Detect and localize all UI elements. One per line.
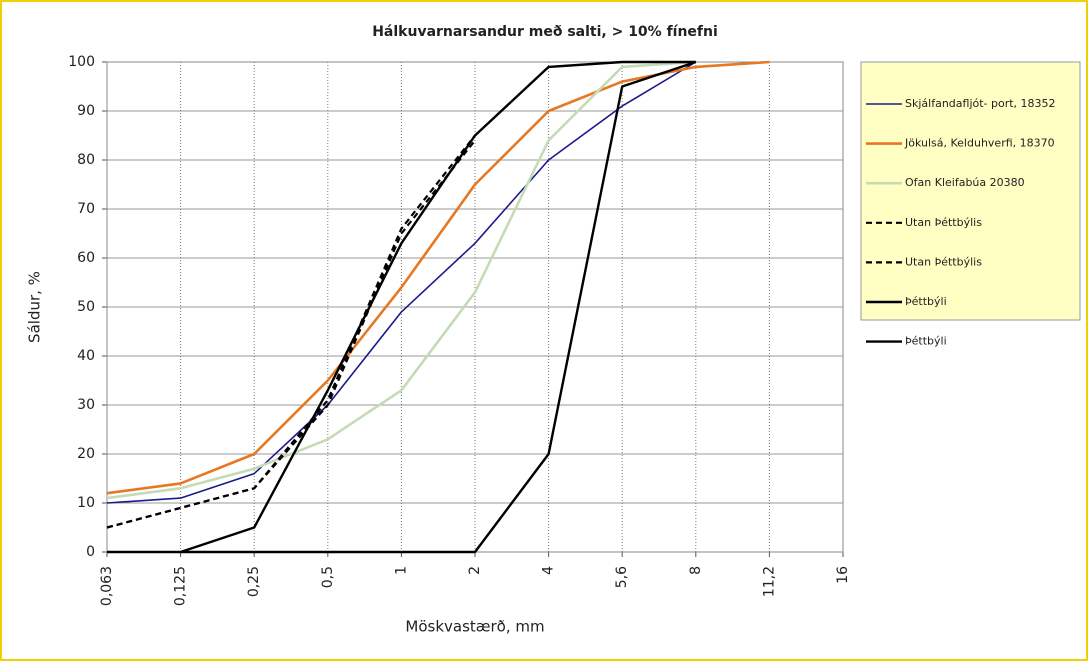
x-axis-label: Möskvastærð, mm bbox=[405, 618, 544, 636]
y-tick-label: 70 bbox=[77, 201, 95, 217]
x-tick-label: 0,063 bbox=[99, 566, 115, 606]
x-tick-label: 0,25 bbox=[246, 566, 262, 597]
y-tick-label: 100 bbox=[68, 54, 95, 70]
x-tick-label: 1 bbox=[393, 566, 409, 575]
y-tick-label: 10 bbox=[77, 495, 95, 511]
y-tick-label: 40 bbox=[77, 348, 95, 364]
chart-title: Hálkuvarnarsandur með salti, > 10% fínef… bbox=[372, 24, 718, 40]
legend-label: Þéttbýli bbox=[905, 295, 947, 308]
x-tick-label: 5,6 bbox=[614, 566, 630, 588]
legend-label: Utan Þéttbýlis bbox=[905, 216, 982, 229]
series-line bbox=[106, 139, 476, 529]
series-line bbox=[180, 60, 696, 554]
y-tick-label: 30 bbox=[77, 397, 95, 413]
x-tick-label: 4 bbox=[541, 566, 557, 575]
x-tick-label: 8 bbox=[688, 566, 704, 575]
series-line bbox=[107, 60, 697, 554]
x-tick-label: 2 bbox=[467, 566, 483, 575]
x-tick-label: 11,2 bbox=[761, 566, 777, 597]
x-tick-label: 16 bbox=[835, 566, 851, 584]
legend bbox=[860, 61, 1081, 321]
y-tick-label: 60 bbox=[77, 250, 95, 266]
y-axis-label: Sáldur, % bbox=[26, 271, 44, 343]
y-tick-label: 80 bbox=[77, 152, 95, 168]
legend-label: Skjálfandafljót- port, 18352 bbox=[905, 97, 1056, 110]
y-tick-label: 50 bbox=[77, 299, 95, 315]
series-line bbox=[106, 60, 696, 500]
legend-label: Ofan Kleifabúa 20380 bbox=[905, 176, 1025, 189]
y-tick-label: 0 bbox=[86, 544, 95, 560]
y-tick-label: 20 bbox=[77, 446, 95, 462]
legend-label: Þéttbýli bbox=[905, 335, 947, 348]
legend-label: Utan Þéttbýlis bbox=[905, 255, 982, 268]
series-line bbox=[106, 61, 697, 504]
legend-label: Jökulsá, Kelduhverfi, 18370 bbox=[904, 137, 1055, 150]
x-tick-label: 0,5 bbox=[320, 566, 336, 588]
y-tick-label: 90 bbox=[77, 103, 95, 119]
x-tick-label: 0,125 bbox=[173, 566, 189, 606]
